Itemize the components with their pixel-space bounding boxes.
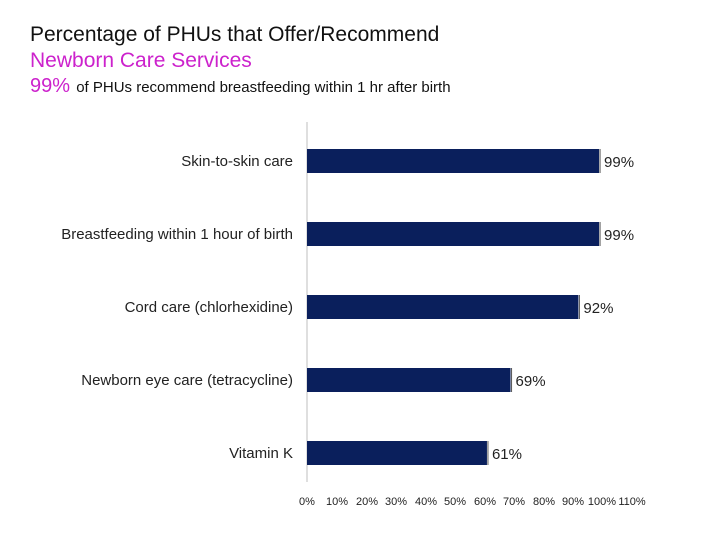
category-label: Breastfeeding within 1 hour of birth <box>61 226 293 243</box>
x-tick-label: 0% <box>299 496 315 508</box>
chart-title: Percentage of PHUs that Offer/Recommend <box>30 23 440 46</box>
key-statistic-text: of PHUs recommend breastfeeding within 1… <box>76 79 451 96</box>
category-label: Vitamin K <box>229 445 293 462</box>
data-label: 99% <box>604 154 634 171</box>
bar <box>307 368 511 392</box>
x-tick-label: 80% <box>533 496 555 508</box>
x-tick-label: 110% <box>618 496 646 508</box>
chart-subtitle-highlight: Newborn Care Services <box>30 49 252 72</box>
x-tick-label: 30% <box>385 496 407 508</box>
data-label: 69% <box>516 373 546 390</box>
key-statistic-value: 99% <box>30 75 71 97</box>
x-tick-label: 60% <box>474 496 496 508</box>
category-label: Cord care (chlorhexidine) <box>125 299 293 316</box>
x-tick-label: 100% <box>588 496 616 508</box>
x-tick-label: 50% <box>444 496 466 508</box>
x-tick-label: 90% <box>562 496 584 508</box>
bar <box>307 441 487 465</box>
category-label: Skin-to-skin care <box>181 153 293 170</box>
data-label: 61% <box>492 446 522 463</box>
bar <box>307 295 579 319</box>
x-tick-label: 70% <box>503 496 525 508</box>
chart-title-block: Percentage of PHUs that Offer/Recommend … <box>30 22 451 98</box>
category-label: Newborn eye care (tetracycline) <box>81 372 293 389</box>
x-tick-label: 10% <box>326 496 348 508</box>
key-statistic: 99% of PHUs recommend breastfeeding with… <box>30 76 451 98</box>
bar <box>307 222 600 246</box>
x-tick-label: 20% <box>356 496 378 508</box>
bar <box>307 149 600 173</box>
data-label: 99% <box>604 227 634 244</box>
data-label: 92% <box>583 300 613 317</box>
x-tick-label: 40% <box>415 496 437 508</box>
